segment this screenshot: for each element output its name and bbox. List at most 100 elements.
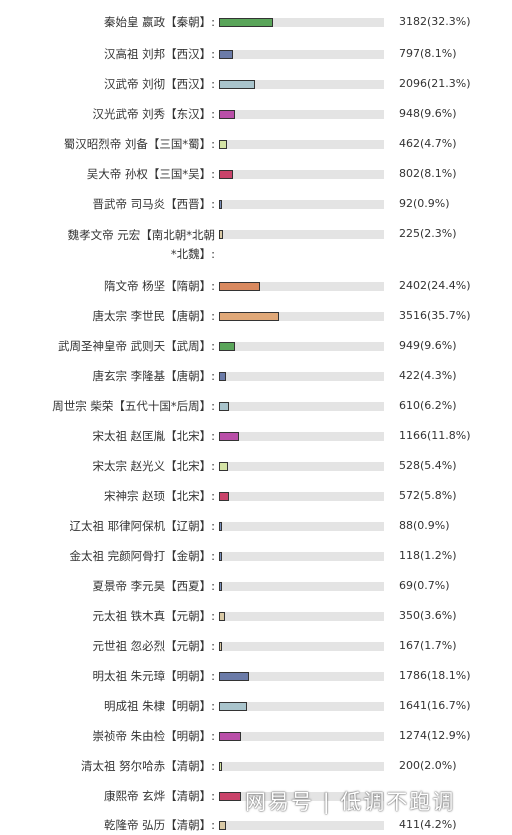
bar-value-label: 167(1.7%) bbox=[399, 639, 457, 652]
bar-track bbox=[219, 792, 384, 801]
bar bbox=[219, 432, 239, 441]
bar-value-label: 797(8.1%) bbox=[399, 47, 457, 60]
row-label: 辽太祖 耶律阿保机【辽朝】: bbox=[69, 519, 215, 533]
bar-track bbox=[219, 702, 384, 711]
bar bbox=[219, 312, 279, 321]
bar-track bbox=[219, 230, 384, 239]
row-label: 乾隆帝 弘历【清朝】: bbox=[103, 818, 215, 832]
bar-value-label: 118(1.2%) bbox=[399, 549, 457, 562]
bar-value-label: 200(2.0%) bbox=[399, 759, 457, 772]
bar-value-label: 225(2.3%) bbox=[399, 227, 457, 240]
row-label: 明太祖 朱元璋【明朝】: bbox=[92, 669, 215, 683]
bar-value-label: 422(4.3%) bbox=[399, 369, 457, 382]
bar-track bbox=[219, 18, 384, 27]
bar-value-label: 3516(35.7%) bbox=[399, 309, 471, 322]
bar-value-label: 411(4.2%) bbox=[399, 818, 457, 831]
bar-value-label: 528(5.4%) bbox=[399, 459, 457, 472]
bar bbox=[219, 110, 235, 119]
bar-value-label: 1166(11.8%) bbox=[399, 429, 471, 442]
bar-track bbox=[219, 432, 384, 441]
row-label: 康熙帝 玄烨【清朝】: bbox=[103, 789, 215, 803]
bar bbox=[219, 642, 222, 651]
bar bbox=[219, 372, 226, 381]
row-label: 宋神宗 赵顼【北宋】: bbox=[103, 489, 215, 503]
row-label: 隋文帝 杨坚【隋朝】: bbox=[103, 279, 215, 293]
row-label: 清太祖 努尔哈赤【清朝】: bbox=[80, 759, 215, 773]
row-label: 夏景帝 李元昊【西夏】: bbox=[92, 579, 215, 593]
bar-track bbox=[219, 110, 384, 119]
bar-track bbox=[219, 821, 384, 830]
bar-track bbox=[219, 732, 384, 741]
bar bbox=[219, 672, 249, 681]
bar-track bbox=[219, 492, 384, 501]
row-label: 崇祯帝 朱由检【明朝】: bbox=[92, 729, 215, 743]
bar-value-label: 610(6.2%) bbox=[399, 399, 457, 412]
bar-value-label: 2096(21.3%) bbox=[399, 77, 471, 90]
bar-track bbox=[219, 462, 384, 471]
bar-value-label: 350(3.6%) bbox=[399, 609, 457, 622]
bar-track bbox=[219, 762, 384, 771]
bar bbox=[219, 402, 229, 411]
bar-track bbox=[219, 80, 384, 89]
bar-track bbox=[219, 552, 384, 561]
bar bbox=[219, 612, 225, 621]
watermark: 网易号 | 低调不跑调 bbox=[245, 790, 456, 814]
bar-track bbox=[219, 282, 384, 291]
row-label: 唐玄宗 李隆基【唐朝】: bbox=[92, 369, 215, 383]
bar bbox=[219, 522, 222, 531]
bar bbox=[219, 821, 226, 830]
bar-value-label: 949(9.6%) bbox=[399, 339, 457, 352]
bar-track bbox=[219, 582, 384, 591]
bar bbox=[219, 732, 241, 741]
bar bbox=[219, 702, 247, 711]
bar bbox=[219, 140, 227, 149]
bar bbox=[219, 282, 260, 291]
bar-track bbox=[219, 312, 384, 321]
row-label: 秦始皇 嬴政【秦朝】: bbox=[103, 15, 215, 29]
bar bbox=[219, 552, 222, 561]
row-label: 金太祖 完颜阿骨打【金朝】: bbox=[69, 549, 215, 563]
bar-value-label: 88(0.9%) bbox=[399, 519, 450, 532]
row-label: 唐太宗 李世民【唐朝】: bbox=[92, 309, 215, 323]
row-label: 汉武帝 刘彻【西汉】: bbox=[103, 77, 215, 91]
row-label: 明成祖 朱棣【明朝】: bbox=[103, 699, 215, 713]
bar-value-label: 1786(18.1%) bbox=[399, 669, 471, 682]
bar bbox=[219, 462, 228, 471]
row-label: 汉高祖 刘邦【西汉】: bbox=[103, 47, 215, 61]
bar-value-label: 572(5.8%) bbox=[399, 489, 457, 502]
bar-track bbox=[219, 372, 384, 381]
row-label: 吴大帝 孙权【三国*吴】: bbox=[86, 167, 215, 181]
row-label: 晋武帝 司马炎【西晋】: bbox=[92, 197, 215, 211]
bar-track bbox=[219, 170, 384, 179]
bar-track bbox=[219, 140, 384, 149]
bar-track bbox=[219, 642, 384, 651]
bar-track bbox=[219, 402, 384, 411]
bar bbox=[219, 18, 273, 27]
bar-value-label: 92(0.9%) bbox=[399, 197, 450, 210]
row-label: 汉光武帝 刘秀【东汉】: bbox=[92, 107, 215, 121]
bar bbox=[219, 80, 255, 89]
bar-value-label: 1274(12.9%) bbox=[399, 729, 471, 742]
bar bbox=[219, 50, 233, 59]
bar bbox=[219, 792, 241, 801]
bar bbox=[219, 492, 229, 501]
bar-value-label: 948(9.6%) bbox=[399, 107, 457, 120]
bar-track bbox=[219, 672, 384, 681]
bar bbox=[219, 230, 223, 239]
bar bbox=[219, 200, 222, 209]
bar-track bbox=[219, 612, 384, 621]
bar-value-label: 1641(16.7%) bbox=[399, 699, 471, 712]
bar bbox=[219, 342, 235, 351]
bar bbox=[219, 170, 233, 179]
row-label: 元太祖 铁木真【元朝】: bbox=[92, 609, 215, 623]
bar-track bbox=[219, 200, 384, 209]
bar bbox=[219, 762, 222, 771]
bar-track bbox=[219, 522, 384, 531]
bar-track bbox=[219, 50, 384, 59]
row-label: 元世祖 忽必烈【元朝】: bbox=[92, 639, 215, 653]
row-label: 武周圣神皇帝 武则天【武周】: bbox=[57, 339, 215, 353]
bar-value-label: 3182(32.3%) bbox=[399, 15, 471, 28]
row-label: 宋太祖 赵匡胤【北宋】: bbox=[92, 429, 215, 443]
bar-value-label: 462(4.7%) bbox=[399, 137, 457, 150]
